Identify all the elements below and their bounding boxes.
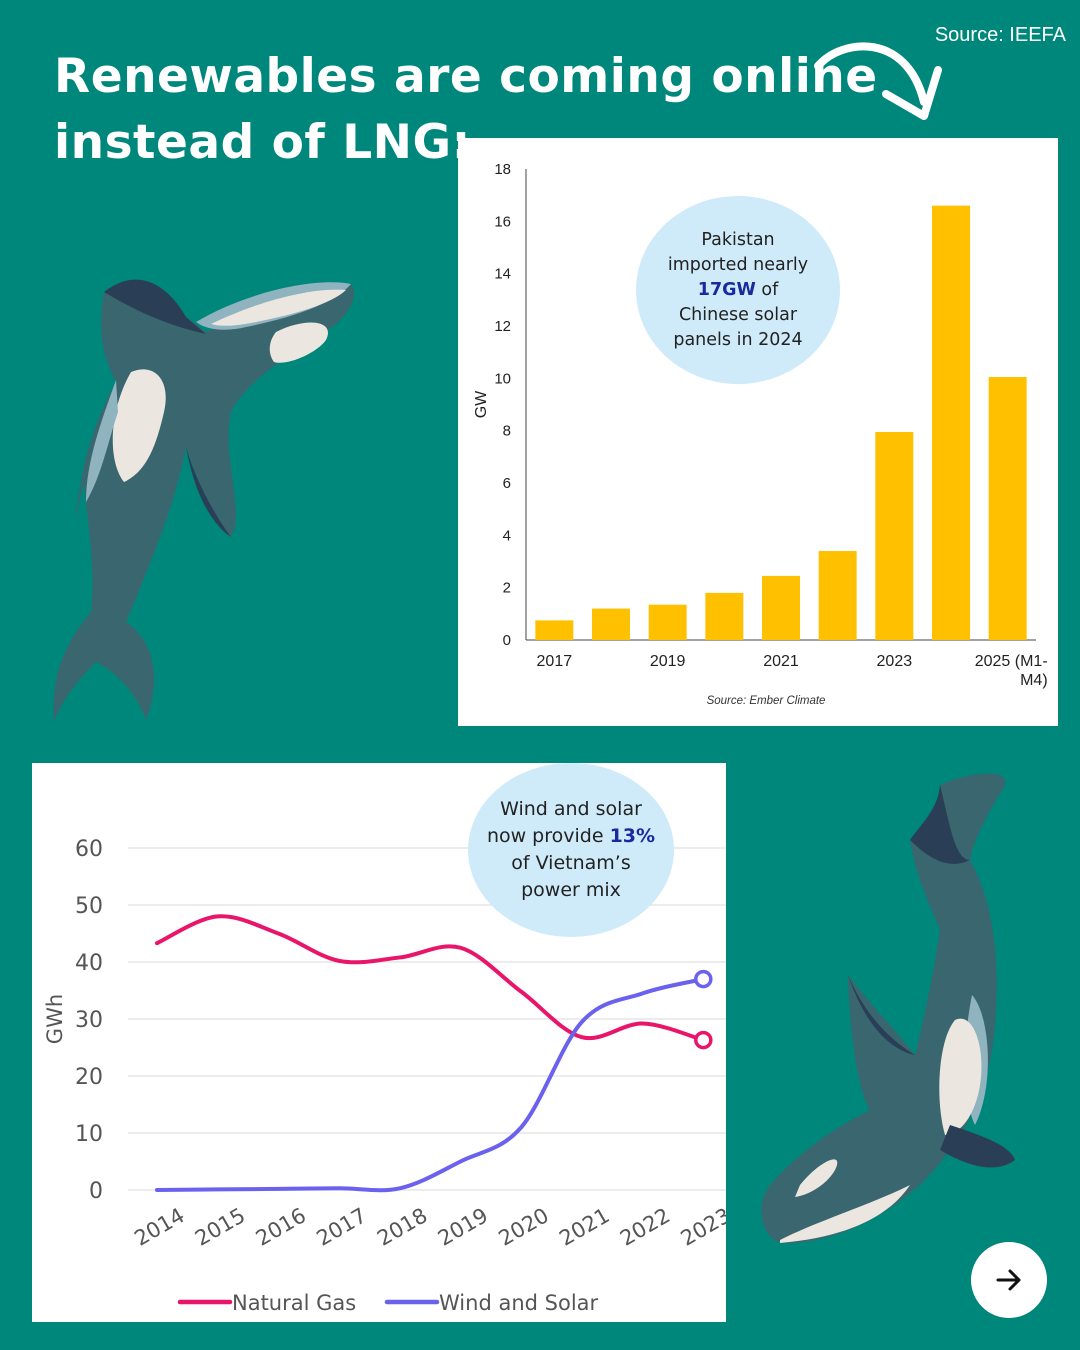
x-tick-label: 2018 [373, 1203, 431, 1251]
bar-2023 [875, 431, 914, 640]
bar-2020 [705, 592, 744, 640]
y-tick-label: 10 [494, 370, 511, 387]
callout-line: Pakistan [701, 229, 775, 250]
bar-2025 (M1-M4) [988, 377, 1027, 640]
vietnam-power-line-chart: 0 10 20 30 40 50 60 GWh 2014 2015 2016 2017 2018 2019… [43, 837, 726, 1315]
callout-bubble-pakistan: Pakistan imported nearly 17GW of Chinese… [636, 196, 840, 384]
callout-highlight: 17GW [697, 279, 756, 300]
bar-2017 [535, 620, 574, 640]
callout-line: Wind and solar [500, 798, 642, 820]
x-tick-label: 2022 [616, 1203, 674, 1251]
y-axis-title: GW [473, 390, 490, 418]
headline-line-1: Renewables are coming online [54, 49, 878, 104]
callout-line: now provide 13% [487, 823, 655, 850]
y-tick-label: 18 [494, 161, 511, 178]
x-tick-label: M4) [1020, 672, 1048, 689]
solar-imports-bar-chart: 0 2 4 6 8 10 12 14 16 18 GW 2017 2019 2021 2023 2025 (M… [473, 161, 1048, 707]
x-tick-label: 2023 [677, 1203, 726, 1251]
callout-after-highlight: of [755, 279, 779, 300]
series-end-marker [694, 969, 713, 989]
x-tick-label: 2014 [130, 1203, 188, 1251]
bar-2019 [648, 604, 687, 640]
orca-illustration-left [53, 279, 355, 722]
x-tick-label: 2017 [537, 653, 573, 670]
callout-line: panels in 2024 [673, 329, 803, 350]
x-tick-label: 2020 [495, 1203, 553, 1251]
bar-2024 [932, 205, 970, 640]
x-tick-label: 2021 [763, 653, 799, 670]
orca-illustration-right [761, 773, 1015, 1244]
y-tick-label: 16 [494, 213, 511, 230]
y-axis-title: GWh [43, 994, 67, 1044]
series-end-marker [694, 1030, 713, 1050]
y-tick-label: 4 [503, 527, 511, 544]
x-tick-label: 2021 [555, 1203, 613, 1251]
headline-line-2: instead of LNG: [54, 115, 471, 170]
callout-bubble-vietnam: Wind and solar now provide 13% of Vietna… [468, 763, 674, 937]
x-tick-label: 2019 [434, 1203, 492, 1251]
y-tick-label: 60 [75, 837, 103, 862]
source-label: Source: IEEFA [934, 24, 1066, 46]
legend-label: Natural Gas [232, 1291, 356, 1315]
x-tick-label: 2017 [312, 1203, 370, 1251]
series-line-natural-gas [155, 914, 706, 1043]
line-chart-panel: 0 10 20 30 40 50 60 GWh 2014 2015 2016 2017 2018 2019… [32, 763, 726, 1322]
bar-2018 [592, 608, 630, 640]
bar-2022 [818, 551, 857, 640]
bar-chart-panel: 0 2 4 6 8 10 12 14 16 18 GW 2017 2019 2021 2023 2025 (M… [458, 138, 1058, 726]
x-tick-label: 2025 (M1- [975, 653, 1048, 670]
chart-source-label: Source: Ember Climate [707, 695, 826, 707]
callout-line: imported nearly [667, 254, 809, 275]
x-tick-label: 2016 [252, 1203, 310, 1251]
callout-prefix: now provide [486, 825, 610, 847]
curved-arrow-icon [814, 42, 942, 120]
next-button[interactable] [971, 1242, 1047, 1318]
callout-line: power mix [521, 879, 621, 901]
y-tick-label: 0 [503, 632, 511, 649]
y-tick-label: 20 [75, 1065, 103, 1090]
callout-line: 17GW of [698, 278, 778, 303]
y-tick-label: 12 [494, 318, 511, 335]
y-tick-label: 6 [503, 475, 511, 492]
y-tick-label: 0 [89, 1179, 103, 1204]
y-tick-label: 30 [75, 1008, 103, 1033]
bar-2021 [762, 575, 800, 640]
headline: Renewables are coming online instead of … [54, 44, 878, 176]
y-tick-label: 8 [503, 423, 511, 440]
callout-line: of Vietnam’s [511, 852, 631, 874]
legend-label: Wind and Solar [439, 1291, 599, 1315]
y-tick-label: 14 [494, 266, 511, 283]
y-tick-label: 50 [75, 894, 103, 919]
x-tick-label: 2023 [877, 653, 913, 670]
series-line-wind-and-solar [155, 977, 706, 1193]
y-tick-label: 2 [503, 580, 511, 597]
callout-line: Chinese solar [678, 304, 798, 325]
y-tick-label: 10 [75, 1122, 103, 1147]
y-tick-label: 40 [75, 951, 103, 976]
x-tick-label: 2015 [191, 1203, 249, 1251]
arrow-right-icon [996, 1269, 1021, 1291]
x-tick-label: 2019 [650, 653, 686, 670]
callout-highlight: 13% [609, 825, 656, 847]
